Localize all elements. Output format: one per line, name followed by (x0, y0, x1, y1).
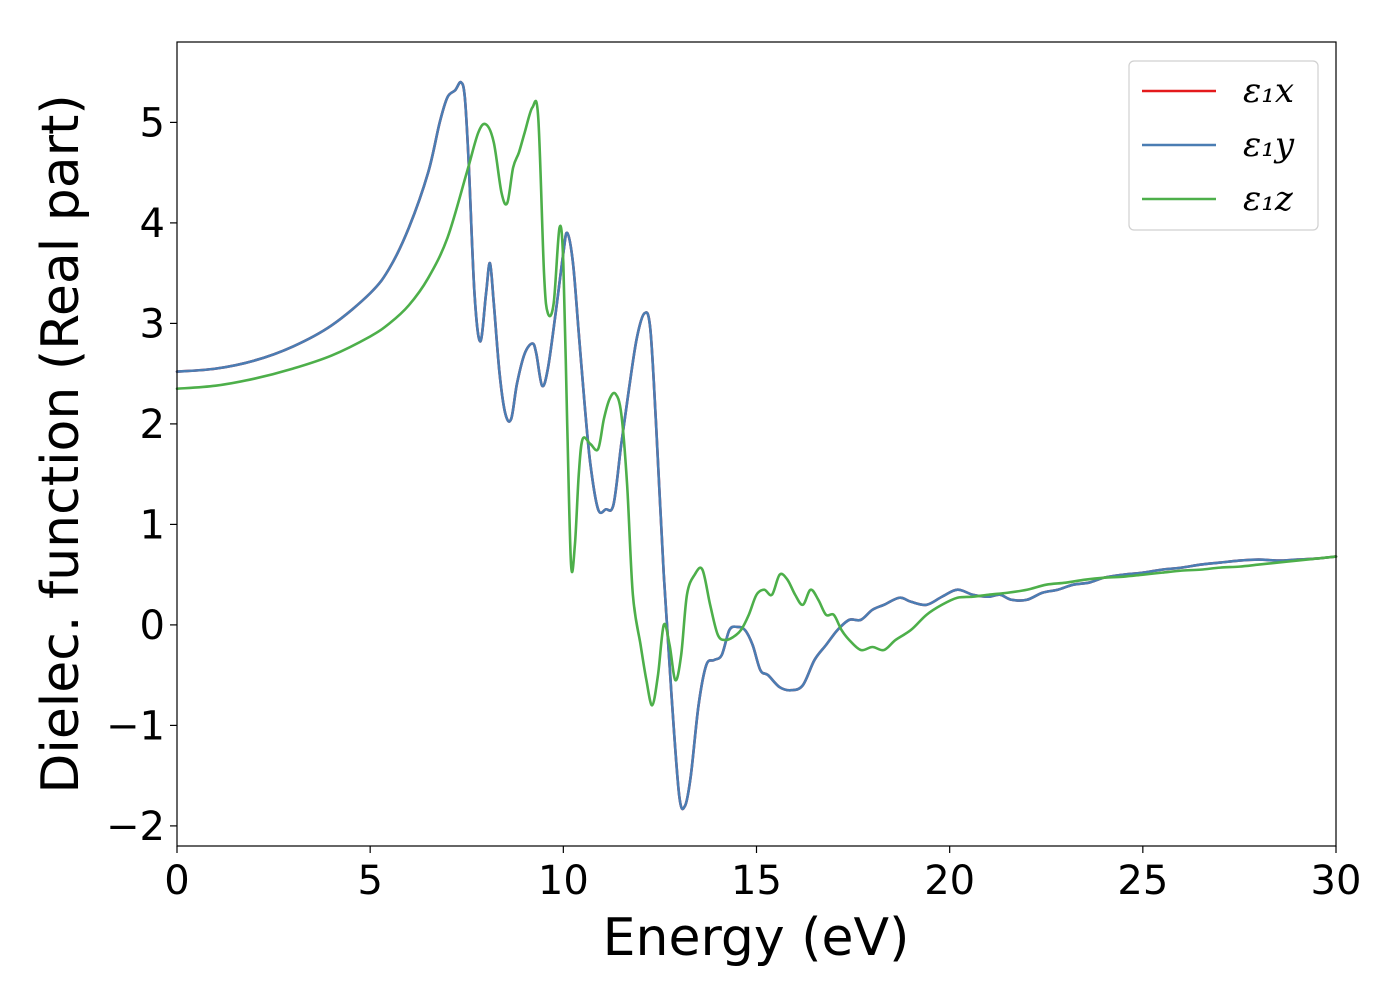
y-tick-label: 1 (140, 502, 165, 548)
x-tick-label: 15 (731, 858, 782, 904)
y-tick-label: 3 (140, 301, 165, 347)
x-tick-label: 5 (357, 858, 382, 904)
y-tick-label: 2 (140, 402, 165, 448)
y-tick-label: −2 (106, 804, 165, 850)
x-axis-title: Energy (eV) (603, 908, 910, 968)
y-tick-label: 4 (140, 201, 165, 247)
y-tick-label: 0 (140, 603, 165, 649)
x-tick-label: 0 (164, 858, 189, 904)
x-tick-label: 25 (1117, 858, 1168, 904)
y-tick-label: −1 (106, 703, 165, 749)
legend-label-2: ε₁y (1243, 125, 1295, 165)
x-tick-label: 10 (538, 858, 589, 904)
x-tick-label: 20 (924, 858, 975, 904)
series-layer (175, 80, 1338, 811)
x-axis: 0 5 10 15 20 25 30 (164, 846, 1361, 904)
legend-label-3: ε₁z (1243, 179, 1294, 219)
series-line-2 (175, 80, 1338, 811)
series-line-3 (175, 99, 1338, 707)
legend-box (1128, 60, 1319, 231)
legend: ε₁x ε₁y ε₁z (1128, 60, 1319, 231)
legend-label-1: ε₁x (1243, 71, 1294, 111)
y-tick-label: 5 (140, 100, 165, 146)
y-axis: −2 −1 0 1 2 3 4 5 (106, 100, 177, 850)
x-tick-label: 30 (1311, 858, 1362, 904)
y-axis-title: Dielec. function (Real part) (31, 94, 91, 793)
